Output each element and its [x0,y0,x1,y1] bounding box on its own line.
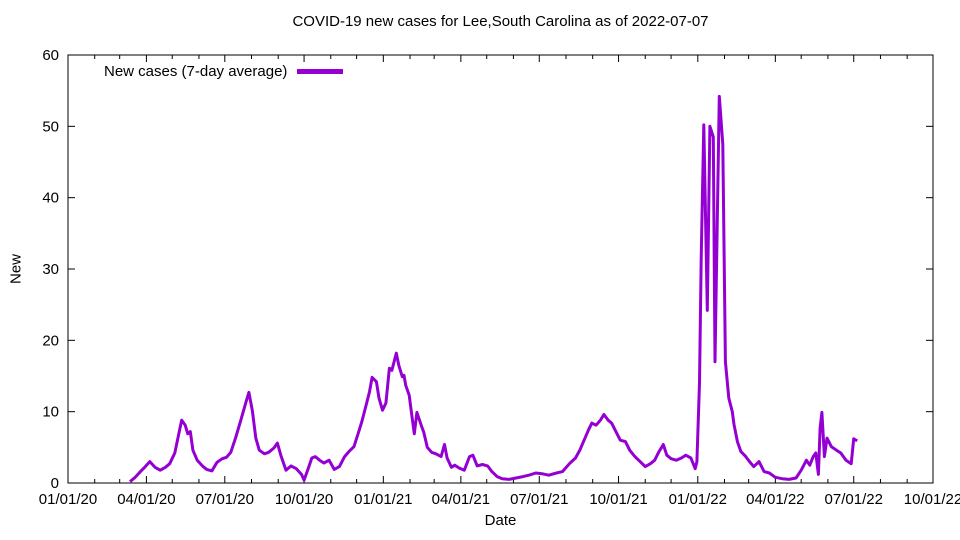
x-axis-label: Date [484,512,517,529]
x-tick-label: 04/01/20 [117,491,175,508]
plot-border [67,54,934,484]
x-tick-label: 01/01/21 [354,491,412,508]
y-tick-label: 40 [42,190,59,207]
legend: New cases (7-day average) [104,63,344,80]
x-tick-label: 04/01/22 [746,491,804,508]
y-tick-label: 60 [42,47,59,64]
x-tick-label: 07/01/22 [825,491,883,508]
legend-line-swatch [297,69,344,74]
x-tick-label: 01/01/22 [669,491,727,508]
x-tick-label: 07/01/21 [510,491,568,508]
y-tick-label: 30 [42,261,59,278]
y-tick-label: 10 [42,404,59,421]
y-axis-label: New [7,253,25,285]
y-tick-label: 50 [42,118,59,135]
y-tick-label: 20 [42,332,59,349]
x-tick-label: 01/01/20 [39,491,97,508]
series-line [129,94,858,483]
chart-title: COVID-19 new cases for Lee,South Carolin… [292,13,709,30]
x-tick-label: 10/01/20 [275,491,333,508]
x-tick-label: 10/01/21 [589,491,647,508]
x-tick-label: 04/01/21 [432,491,490,508]
x-tick-label: 10/01/22 [904,491,960,508]
x-tick-label: 07/01/20 [196,491,254,508]
y-tick-label: 0 [51,475,59,492]
legend-label: New cases (7-day average) [104,63,288,80]
